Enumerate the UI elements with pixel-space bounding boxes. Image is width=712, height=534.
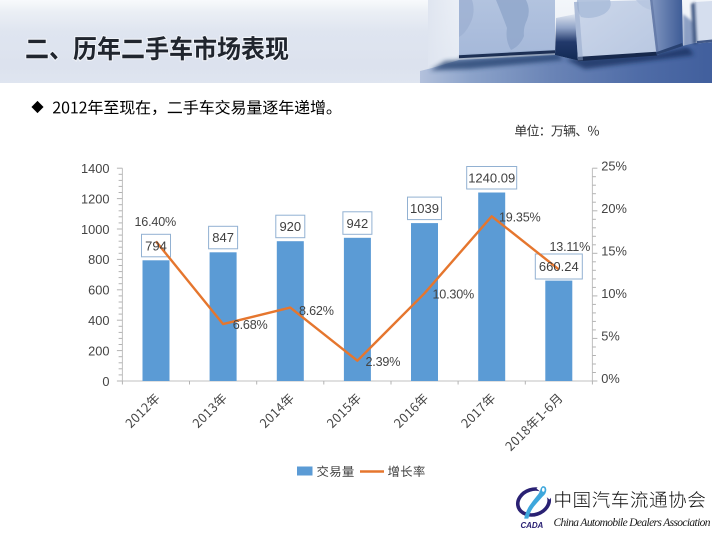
svg-text:942: 942 [347, 216, 369, 231]
svg-text:China Automobile Dealers Assoc: China Automobile Dealers Association [554, 517, 711, 529]
svg-text:847: 847 [212, 230, 234, 245]
svg-text:10.30%: 10.30% [433, 287, 475, 301]
svg-text:800: 800 [88, 252, 109, 267]
svg-text:16.40%: 16.40% [135, 215, 177, 229]
svg-text:19.35%: 19.35% [499, 211, 541, 225]
svg-text:5%: 5% [601, 329, 620, 344]
svg-text:1039: 1039 [410, 201, 439, 216]
svg-text:0: 0 [102, 374, 109, 389]
svg-text:600: 600 [88, 283, 109, 298]
svg-text:1400: 1400 [81, 161, 109, 176]
svg-text:6.68%: 6.68% [233, 318, 268, 332]
svg-text:2.39%: 2.39% [366, 355, 401, 369]
svg-text:10%: 10% [601, 286, 627, 301]
svg-text:400: 400 [88, 313, 109, 328]
svg-text:13.11%: 13.11% [550, 240, 591, 254]
svg-text:200: 200 [88, 343, 109, 358]
svg-text:20%: 20% [601, 201, 627, 216]
svg-text:1240.09: 1240.09 [468, 171, 515, 186]
svg-text:25%: 25% [601, 158, 627, 173]
svg-text:1000: 1000 [81, 222, 109, 237]
svg-text:15%: 15% [601, 244, 627, 259]
svg-text:794: 794 [145, 238, 167, 253]
svg-text:0%: 0% [601, 371, 620, 386]
svg-text:8.62%: 8.62% [299, 304, 334, 318]
svg-text:1200: 1200 [81, 191, 109, 206]
svg-text:920: 920 [279, 219, 301, 234]
svg-text:CADA: CADA [521, 521, 544, 530]
svg-text:660.24: 660.24 [539, 259, 579, 274]
